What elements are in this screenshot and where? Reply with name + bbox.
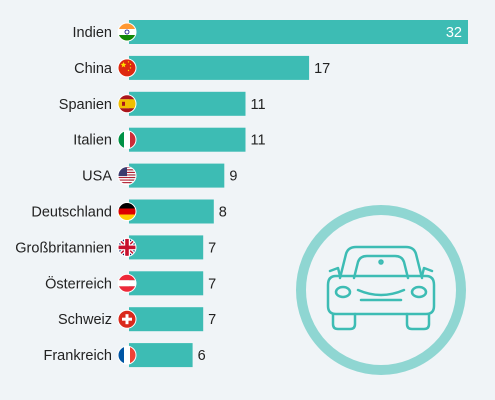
flag-uk-icon bbox=[117, 237, 137, 257]
bar bbox=[129, 163, 225, 188]
category-label: Deutschland bbox=[31, 205, 112, 221]
category-label: Frankreich bbox=[44, 348, 113, 364]
flag-spain-icon bbox=[117, 94, 137, 114]
bar bbox=[129, 20, 468, 44]
value-label: 11 bbox=[251, 133, 266, 149]
flag-india-icon bbox=[117, 22, 137, 42]
value-label: 6 bbox=[198, 348, 206, 364]
bar bbox=[129, 127, 246, 152]
value-label: 7 bbox=[208, 312, 216, 328]
category-label: USA bbox=[82, 169, 112, 185]
value-label: 7 bbox=[208, 240, 216, 256]
value-label: 7 bbox=[208, 276, 216, 292]
category-label: Großbritannien bbox=[15, 240, 112, 256]
flag-france-icon bbox=[117, 345, 137, 365]
category-label: Schweiz bbox=[58, 312, 112, 328]
flag-switzerland-icon bbox=[117, 309, 137, 329]
flag-austria-icon bbox=[117, 273, 137, 293]
bar bbox=[129, 271, 204, 296]
bar bbox=[129, 199, 214, 224]
category-label: Österreich bbox=[45, 274, 112, 292]
bar bbox=[129, 91, 246, 116]
flag-usa-icon bbox=[117, 166, 137, 186]
bar-rows: Indien 32 China 17 Spanien 11 Italien 11 USA 9 Deu… bbox=[15, 20, 468, 368]
flag-china-icon bbox=[117, 58, 137, 78]
bar bbox=[129, 55, 310, 80]
flag-germany-icon bbox=[117, 202, 137, 221]
car-icon bbox=[296, 205, 466, 375]
flag-italy-icon bbox=[117, 130, 137, 150]
bar bbox=[129, 307, 204, 332]
category-label: China bbox=[74, 61, 113, 77]
category-label: Italien bbox=[73, 133, 112, 149]
bar bbox=[129, 343, 193, 368]
value-label: 8 bbox=[219, 205, 227, 221]
bar bbox=[129, 235, 204, 260]
value-label: 32 bbox=[446, 25, 462, 41]
value-label: 17 bbox=[314, 61, 330, 77]
category-label: Spanien bbox=[59, 97, 112, 113]
category-label: Indien bbox=[72, 25, 112, 41]
value-label: 11 bbox=[251, 97, 266, 113]
value-label: 9 bbox=[229, 169, 237, 185]
